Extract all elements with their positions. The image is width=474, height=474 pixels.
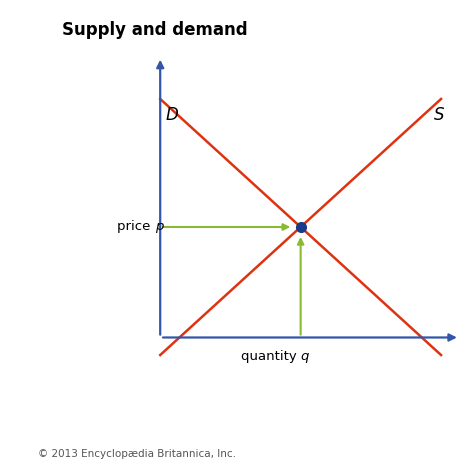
Text: q: q [301,350,309,363]
Text: price: price [117,220,155,234]
Text: Supply and demand: Supply and demand [62,21,247,39]
Text: quantity: quantity [241,350,301,363]
Text: S: S [434,106,444,124]
Text: D: D [166,106,179,124]
Text: © 2013 Encyclopædia Britannica, Inc.: © 2013 Encyclopædia Britannica, Inc. [38,449,236,459]
Text: p: p [155,220,163,234]
